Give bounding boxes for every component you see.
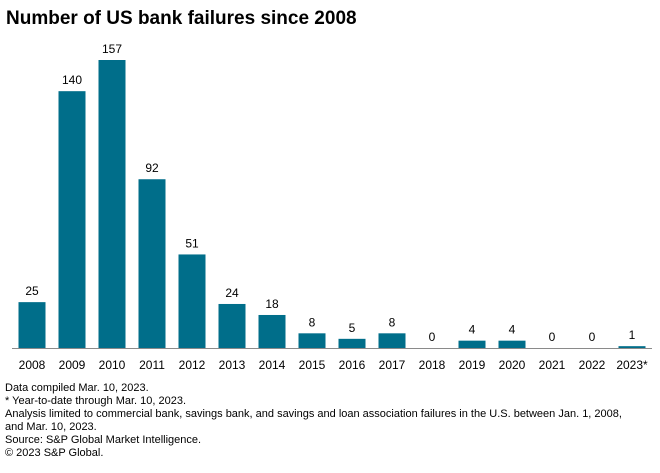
- x-tick-label-2017: 2017: [379, 358, 406, 372]
- bars-group: [18, 60, 646, 349]
- x-tick-label-2013: 2013: [219, 358, 246, 372]
- bar-2008: [18, 302, 46, 348]
- note-data-compiled: Data compiled Mar. 10, 2023.: [5, 382, 149, 394]
- x-tick-label-2016: 2016: [339, 358, 366, 372]
- x-tick-label-2018: 2018: [419, 358, 446, 372]
- bar-2010: [98, 60, 126, 348]
- note-source: Source: S&P Global Market Intelligence.: [5, 434, 202, 446]
- bar-2019: [458, 340, 486, 348]
- value-label-2015: 8: [309, 315, 316, 329]
- bar-2017: [378, 333, 406, 348]
- x-tick-label-2010: 2010: [99, 358, 126, 372]
- x-tick-label-2023: 2023*: [616, 358, 648, 372]
- x-tick-label-2011: 2011: [139, 358, 165, 372]
- x-tick-label-2012: 2012: [179, 358, 206, 372]
- value-label-2011: 92: [145, 161, 159, 175]
- chart-notes: Data compiled Mar. 10, 2023. * Year-to-d…: [5, 382, 622, 460]
- bar-2014: [258, 314, 286, 348]
- x-tick-label-2020: 2020: [499, 358, 526, 372]
- value-label-2010: 157: [102, 42, 122, 56]
- value-label-2018: 0: [429, 330, 436, 344]
- x-tick-label-2008: 2008: [19, 358, 46, 372]
- note-analysis-scope: Analysis limited to commercial bank, sav…: [5, 408, 622, 420]
- value-label-2023: 1: [629, 328, 636, 342]
- x-tick-label-2021: 2021: [539, 358, 566, 372]
- value-label-2022: 0: [589, 330, 596, 344]
- note-copyright: © 2023 S&P Global.: [5, 447, 104, 459]
- value-label-2014: 18: [265, 297, 279, 311]
- bar-2016: [338, 338, 366, 348]
- bar-2009: [58, 91, 86, 349]
- note-analysis-scope-cont: and Mar. 10, 2023.: [5, 421, 97, 433]
- x-tick-label-2022: 2022: [579, 358, 606, 372]
- value-label-2021: 0: [549, 330, 556, 344]
- x-tick-label-2019: 2019: [459, 358, 486, 372]
- x-tick-label-2015: 2015: [299, 358, 326, 372]
- value-label-2008: 25: [25, 284, 39, 298]
- chart-title: Number of US bank failures since 2008: [6, 8, 357, 29]
- value-label-2017: 8: [389, 315, 396, 329]
- bar-2013: [218, 303, 246, 348]
- value-label-2012: 51: [185, 236, 199, 250]
- bar-2023: [618, 346, 646, 348]
- value-label-2019: 4: [469, 323, 476, 337]
- x-tick-label-2009: 2009: [59, 358, 86, 372]
- value-label-2016: 5: [349, 321, 356, 335]
- x-tick-label-2014: 2014: [259, 358, 286, 372]
- value-labels-group: 25 140 157 92 51 24 18 8 5 8 0 4 4 0 0 1: [25, 42, 635, 344]
- note-year-to-date: * Year-to-date through Mar. 10, 2023.: [5, 395, 187, 407]
- bar-2015: [298, 333, 326, 348]
- bar-2011: [138, 179, 166, 348]
- value-label-2009: 140: [62, 73, 82, 87]
- value-label-2020: 4: [509, 323, 516, 337]
- bar-2012: [178, 254, 206, 348]
- x-tick-labels-group: 2008 2009 2010 2011 2012 2013 2014 2015 2016 2017…: [19, 358, 648, 372]
- bar-2020: [498, 340, 526, 348]
- value-label-2013: 24: [225, 286, 239, 300]
